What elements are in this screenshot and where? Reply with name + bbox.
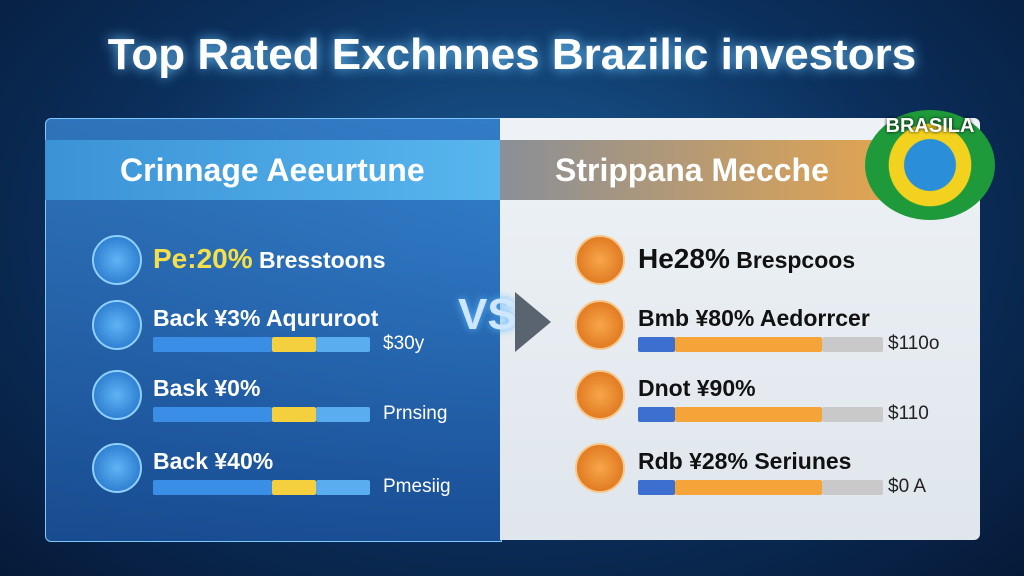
bar-segment xyxy=(638,407,675,422)
title: Top Rated Exchnnes Brazilic investors xyxy=(107,30,917,79)
row-label: Rdb ¥28% Seriunes xyxy=(638,448,852,474)
row-label: Bmb ¥80% Aedorrcer xyxy=(638,305,870,331)
row-label: Dnot ¥90% xyxy=(638,375,756,401)
bar-segment xyxy=(315,480,370,495)
row-label: Bresstoons xyxy=(252,247,386,273)
row-text: He28% Brespcoos xyxy=(638,243,855,275)
bar-segment xyxy=(153,407,273,422)
right-header-band xyxy=(500,140,920,200)
bar-segment xyxy=(153,337,273,352)
icon xyxy=(92,300,142,350)
bar-segment xyxy=(315,407,370,422)
highlight: He28% xyxy=(638,243,730,274)
bar-segment xyxy=(272,337,316,352)
highlight: Pe:20% xyxy=(153,243,253,274)
bar-segment xyxy=(638,480,675,495)
icon xyxy=(575,300,625,350)
bar-label: $110o xyxy=(888,333,940,354)
bar-segment xyxy=(674,407,822,422)
bar-segment xyxy=(272,407,316,422)
left-header-band xyxy=(45,140,500,200)
row-text: Pe:20% Bresstoons xyxy=(153,243,386,275)
brazil-badge xyxy=(865,110,995,220)
icon xyxy=(575,370,625,420)
bar-label: $110 xyxy=(888,403,929,424)
bar-segment xyxy=(153,480,273,495)
icon xyxy=(92,443,142,493)
left-header: Crinnage Aeeurtune xyxy=(120,152,425,188)
row-label: Bask ¥0% xyxy=(153,375,261,401)
badge-text: BRASILA xyxy=(885,115,975,137)
icon xyxy=(575,235,625,285)
row-label: Brespcoos xyxy=(729,247,856,273)
bar-label: $0 A xyxy=(888,476,927,497)
icon xyxy=(92,370,142,420)
bar-segment xyxy=(821,480,883,495)
row-label: Back ¥40% xyxy=(153,448,274,474)
icon xyxy=(92,235,142,285)
bar-segment xyxy=(272,480,316,495)
row-label: Back ¥3% Aqururoot xyxy=(153,305,379,331)
icon xyxy=(575,443,625,493)
bar-segment xyxy=(638,337,675,352)
bar-label: Pmesiig xyxy=(383,476,451,497)
bar-segment xyxy=(674,337,822,352)
bar-segment xyxy=(821,407,883,422)
bar-label: Prnsing xyxy=(383,403,448,424)
bar-segment xyxy=(821,337,883,352)
bar-segment xyxy=(315,337,370,352)
vs: VS xyxy=(458,290,517,339)
bar-label: $30y xyxy=(383,333,425,354)
right-header: Strippana Mecche xyxy=(555,152,829,188)
bar-segment xyxy=(674,480,822,495)
vs-arrow xyxy=(515,292,551,352)
